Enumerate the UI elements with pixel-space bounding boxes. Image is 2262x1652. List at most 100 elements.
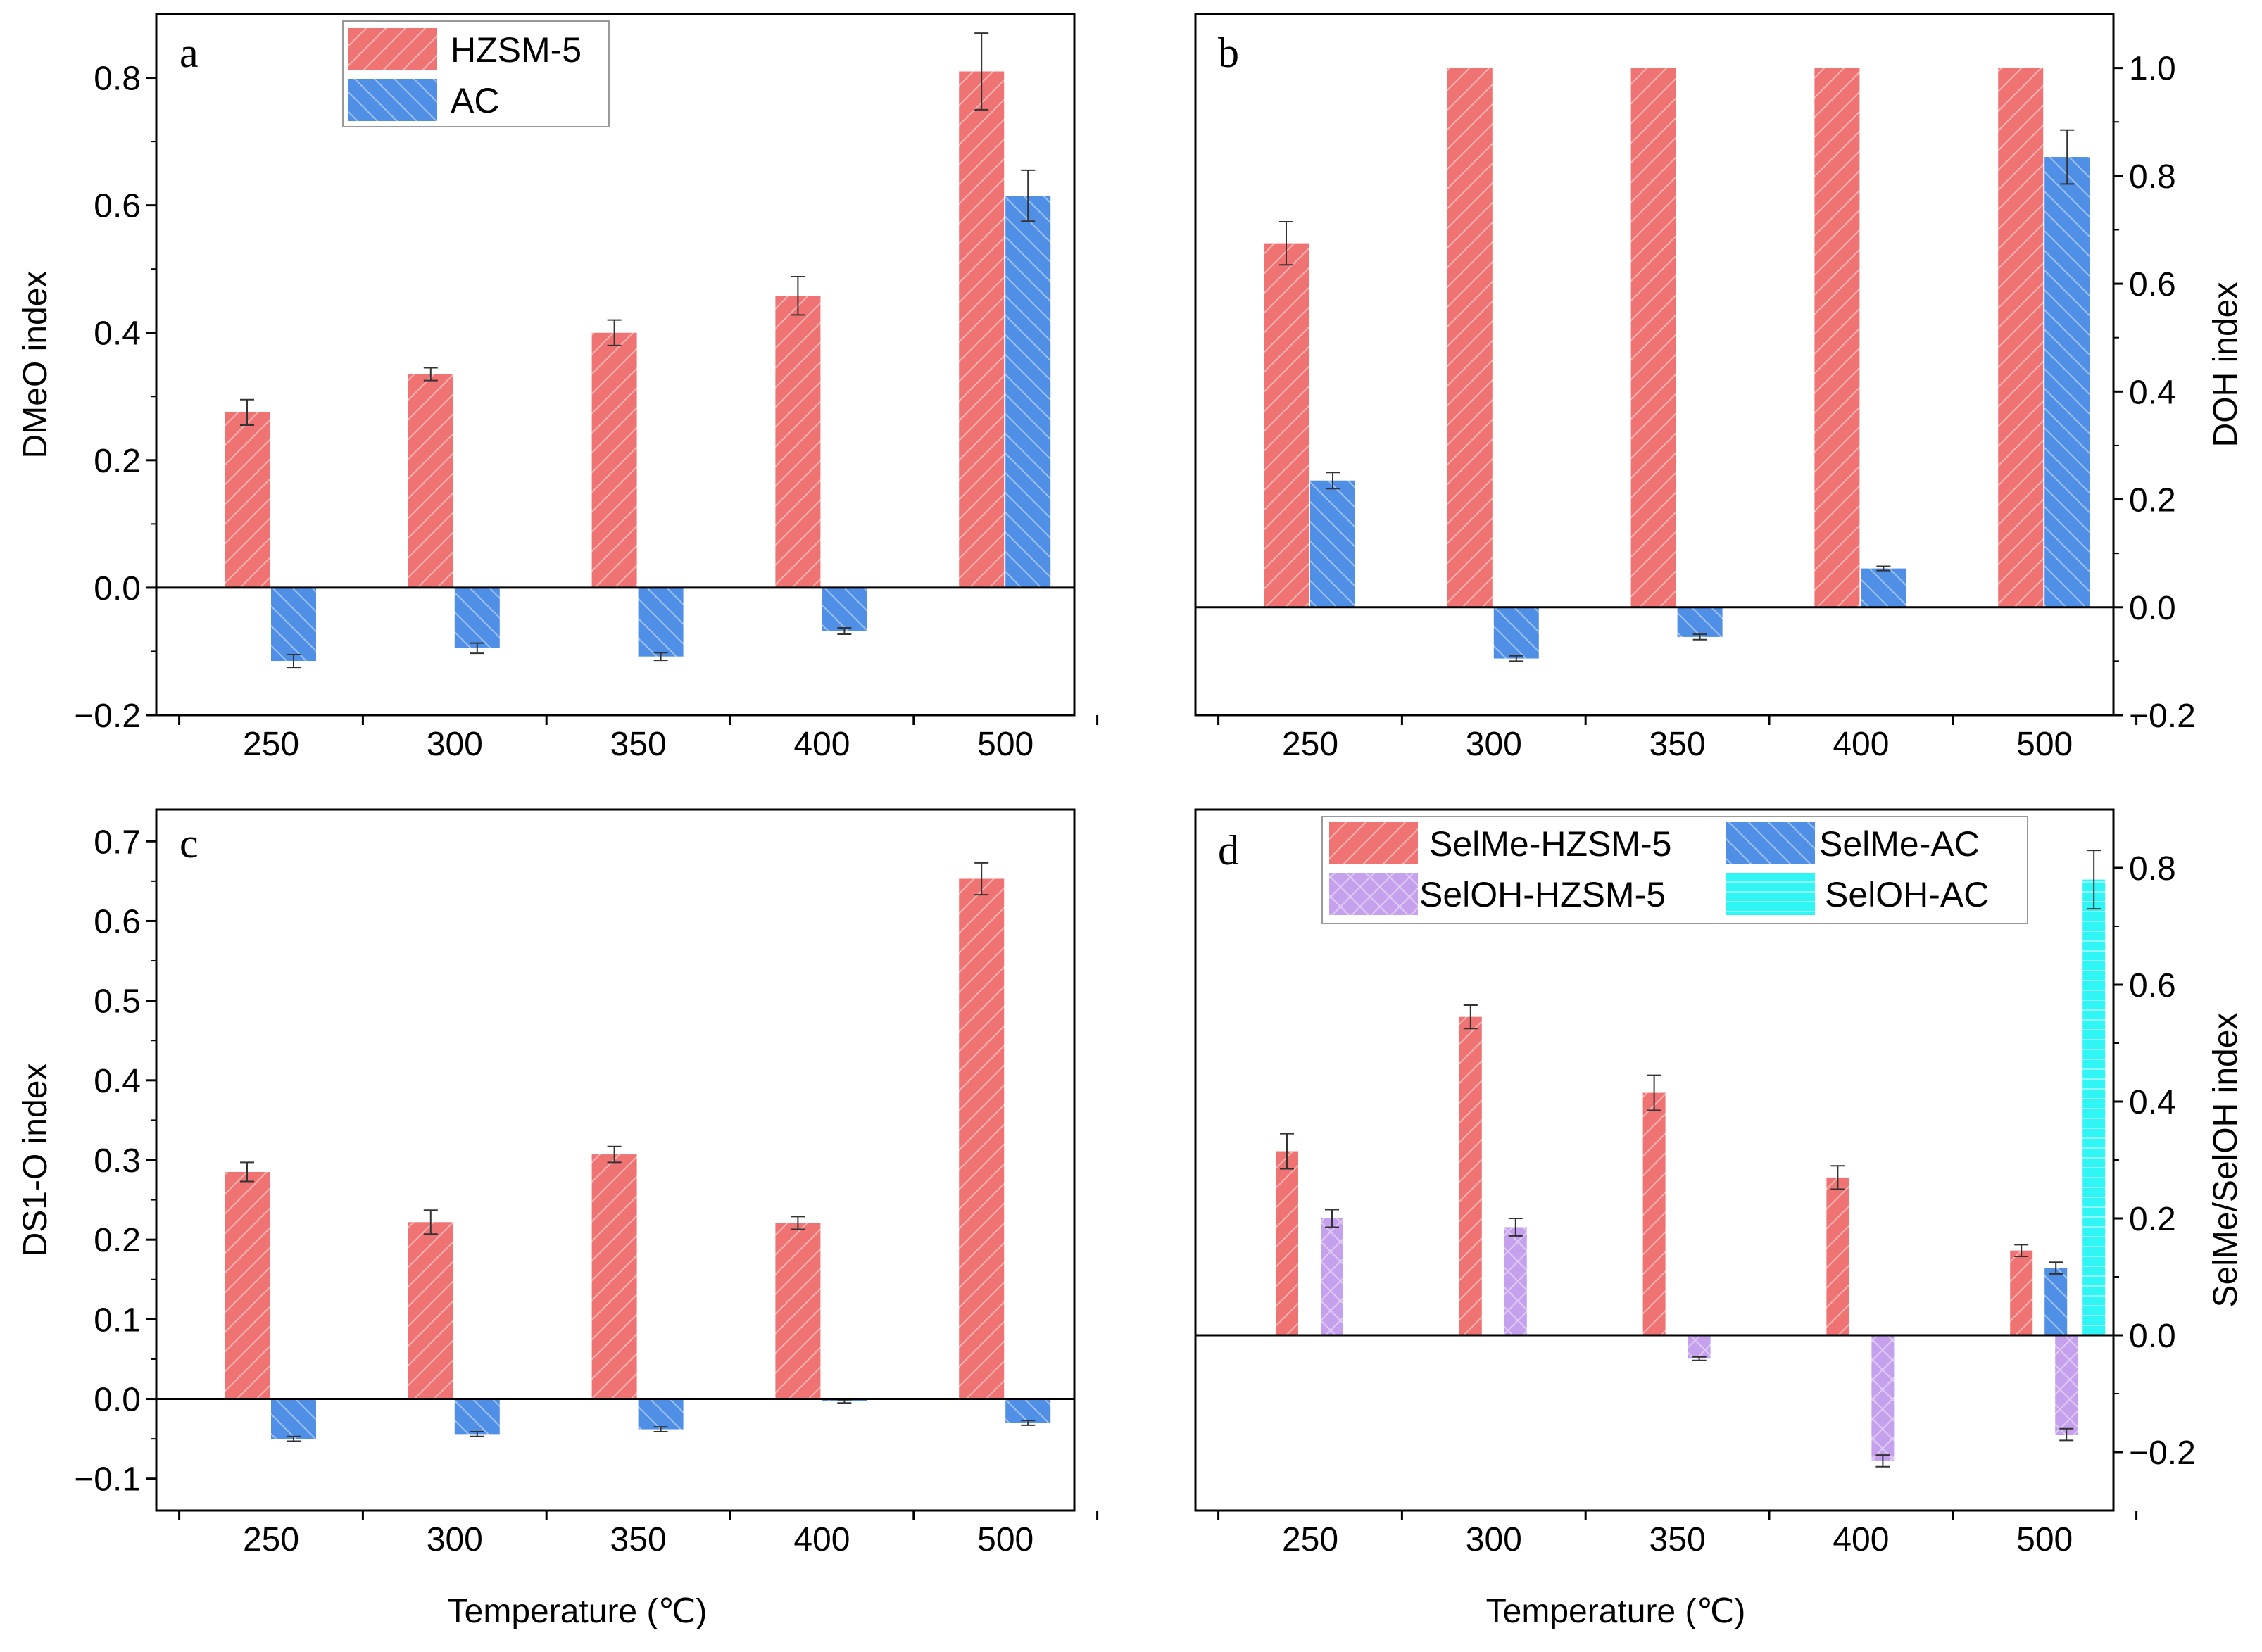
bar-c-s0-300 [408,1222,453,1399]
legend-d-label-selme-ac: SelMe-AC [1819,824,1980,864]
x-tick-label-c-250: 250 [243,1521,299,1558]
y-tick-label-c: 0.0 [94,1382,141,1419]
plot-frame [1194,13,2115,717]
panel-b: b −0.2 0.0 0.2 0.4 0.6 0.8 1.0 250 300 350 400 500 D… [1194,13,2244,763]
y-tick-label-a: 0.8 [94,61,141,98]
bar-c-s0-400 [775,1223,821,1399]
bar-d-s2-300 [1504,1227,1527,1335]
y-tick-label-a: −0.2 [74,698,141,735]
panel-a: a −0.2 0.0 0.2 0.4 0.6 0.8 250 300 350 400 500 DMeO… [17,13,1099,763]
errorbar-d-s0-250 [1280,1133,1294,1170]
bar-a-s0-250 [225,412,270,588]
x-tick-label-d-400: 400 [1833,1521,1889,1558]
bar-d-s2-500 [2055,1335,2078,1435]
x-tick-label-c-500: 500 [977,1521,1033,1558]
y-tick-label-b: 0.2 [2129,482,2176,519]
legend-d-swatch-seloh-hzsm [1329,873,1418,915]
bar-b-s0-500 [1998,68,2044,607]
bar-d-s2-400 [1871,1335,1895,1461]
y-tick-label-b: −0.2 [2129,698,2196,735]
y-tick-label-d: −0.2 [2129,1435,2196,1472]
legend-d-label-seloh-hzsm: SelOH-HZSM-5 [1419,875,1666,914]
errorbar-a-s0-400 [791,276,805,316]
bar-c-s1-250 [271,1399,316,1439]
bar-a-s1-300 [454,587,500,648]
errorbar-b-s1-300 [1509,655,1523,662]
errorbar-d-s1-500 [2049,1261,2063,1275]
x-tick-label-b-500: 500 [2016,726,2073,763]
x-tick-label-a-400: 400 [793,726,850,763]
y-tick-label-d: 0.4 [2129,1084,2176,1121]
errorbar-b-s1-350 [1692,633,1707,641]
bar-c-s1-500 [1005,1399,1051,1423]
legend-a: HZSM-5 AC [342,20,610,127]
errorbar-d-s3-500 [2087,850,2101,910]
errorbar-a-s0-300 [423,367,438,382]
bar-c-s0-250 [225,1171,270,1399]
panel-d: d −0.2 0.0 0.2 0.4 0.6 0.8 250 300 350 400 500 SelM… [1194,808,2244,1558]
y-tick-label-a: 0.2 [94,443,141,480]
errorbar-c-s0-300 [423,1209,438,1235]
x-axis-title-c: Temperature (℃) [448,1593,708,1630]
bar-c-s1-350 [638,1399,684,1430]
errorbar-c-s0-250 [240,1161,254,1183]
bar-a-s0-300 [408,374,453,588]
legend-a-label-ac: AC [451,81,499,120]
legend-d-label-seloh-ac: SelOH-AC [1825,875,1989,914]
bar-d-s1-500 [2044,1268,2068,1335]
y-tick-label-d: 0.8 [2129,850,2176,888]
legend-d-swatch-selme-ac [1726,822,1815,864]
legend-d-frame [1321,816,2028,924]
x-tick-label-d-500: 500 [2016,1521,2073,1558]
legend-a-swatch-ac [348,79,437,121]
legend-a-swatch-hzsm [348,28,437,70]
bar-b-s1-500 [2044,157,2090,607]
bar-d-s3-500 [2082,879,2106,1335]
y-axis-title-b: DOH index [2207,282,2244,448]
panel-letter-a: a [180,30,199,76]
y-tick-label-c: 0.1 [94,1301,141,1339]
y-tick-label-a: 0.6 [94,188,141,225]
x-tick-label-a-300: 300 [427,726,483,763]
y-tick-label-b: 1.0 [2129,51,2176,88]
y-axis-title-a: DMeO index [17,271,54,459]
errorbar-a-s1-350 [653,652,668,662]
bar-a-s0-400 [775,296,821,588]
bar-a-s1-350 [638,587,684,657]
x-tick-label-d-250: 250 [1282,1521,1338,1558]
bar-b-s1-300 [1493,607,1539,659]
x-tick-label-d-350: 350 [1650,1521,1706,1558]
errorbar-c-s1-300 [470,1430,484,1437]
errorbar-d-s0-350 [1647,1074,1661,1111]
y-axis-title-c: DS1-O index [17,1064,54,1257]
x-axis-title-d: Temperature (℃) [1486,1593,1746,1630]
x-tick-label-b-300: 300 [1466,726,1522,763]
legend-a-label-hzsm: HZSM-5 [451,30,582,70]
errorbar-d-s2-400 [1875,1454,1890,1468]
legend-d-label-selme-hzsm: SelMe-HZSM-5 [1429,824,1671,864]
y-tick-label-c: 0.4 [94,1063,141,1100]
bar-c-s0-500 [959,878,1005,1399]
errorbar-a-s0-250 [240,398,254,427]
y-tick-label-d: 0.6 [2129,967,2176,1004]
bar-d-s0-500 [2010,1250,2033,1335]
legend-d: SelMe-HZSM-5 SelMe-AC SelOH-HZSM-5 SelOH… [1321,816,2028,924]
bar-b-s0-350 [1630,68,1676,607]
bar-c-s0-350 [591,1154,637,1399]
errorbar-b-s0-250 [1279,220,1293,266]
y-tick-label-c: 0.2 [94,1222,141,1259]
panel-letter-b: b [1218,30,1239,76]
bar-a-s0-350 [591,332,637,588]
bar-d-s2-250 [1321,1218,1343,1335]
errorbar-d-s2-500 [2059,1427,2074,1442]
y-tick-label-c: 0.6 [94,903,141,940]
bar-b-s1-250 [1310,480,1355,607]
errorbar-d-s2-300 [1508,1218,1523,1237]
y-tick-label-b: 0.0 [2129,590,2176,627]
x-tick-label-a-350: 350 [610,726,667,763]
errorbar-c-s1-500 [1021,1420,1036,1426]
errorbar-b-s1-500 [2060,129,2075,185]
errorbar-c-s1-250 [287,1435,301,1442]
errorbar-d-s0-500 [2014,1244,2029,1257]
